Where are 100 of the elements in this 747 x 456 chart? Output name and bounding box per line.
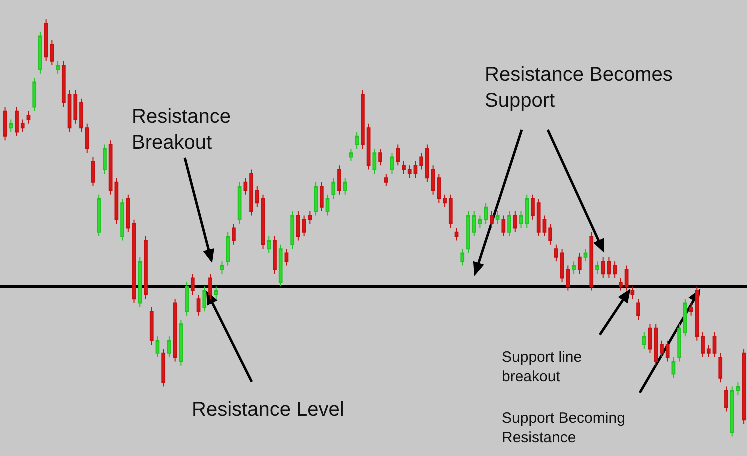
candlestick	[355, 132, 360, 150]
candlestick	[378, 148, 382, 166]
candlestick	[232, 224, 236, 246]
candlestick	[332, 178, 336, 200]
candlestick	[613, 261, 618, 279]
candlestick	[26, 110, 31, 124]
candlestick	[150, 306, 154, 346]
candlestick	[426, 144, 430, 183]
candlestick	[132, 219, 136, 304]
candlestick	[642, 332, 646, 350]
candlestick	[338, 165, 342, 196]
candlestick	[214, 286, 218, 300]
candlestick	[448, 194, 453, 229]
candlestick	[695, 286, 700, 342]
candlestick	[525, 194, 530, 229]
candlestick	[326, 194, 330, 216]
candlestick	[361, 90, 365, 150]
candlestick	[437, 173, 442, 204]
candlestick	[542, 215, 547, 238]
candlestick	[3, 106, 8, 142]
candlestick	[261, 194, 266, 250]
candlestick	[566, 265, 570, 292]
candlestick	[666, 340, 670, 362]
candlestick	[372, 148, 377, 174]
candlestick	[572, 261, 576, 275]
candlestick	[396, 144, 400, 166]
candlestick	[660, 340, 664, 358]
candlestick	[173, 298, 178, 362]
candlestick	[144, 236, 148, 300]
candlestick	[414, 160, 418, 179]
candlestick	[472, 211, 476, 238]
candlestick	[730, 386, 734, 438]
candlestick	[466, 211, 470, 254]
candlestick	[32, 78, 37, 112]
candlestick	[630, 286, 635, 300]
candlestick	[108, 140, 113, 196]
candlestick	[724, 386, 728, 412]
candlestick	[15, 106, 19, 137]
candlestick	[742, 348, 746, 425]
candlestick	[490, 211, 494, 229]
annotation: Support line breakout	[502, 349, 582, 386]
candlestick	[619, 278, 623, 292]
candlestick	[684, 298, 688, 338]
candlestick	[244, 178, 248, 196]
candlestick	[320, 182, 324, 212]
candlestick	[519, 211, 524, 229]
candlestick	[91, 156, 96, 187]
candlestick	[273, 236, 277, 275]
annotation: Resistance Level	[192, 399, 344, 421]
candlestick	[408, 165, 412, 179]
candlestick	[138, 256, 142, 308]
candlestick	[454, 228, 459, 242]
candlestick	[508, 211, 512, 238]
candlestick	[349, 148, 354, 162]
candlestick	[162, 348, 166, 388]
candlestick	[208, 274, 212, 300]
candlestick	[38, 32, 42, 74]
candlestick	[390, 152, 394, 174]
candlestick	[179, 319, 184, 366]
candlestick	[114, 178, 119, 225]
candlestick	[636, 298, 640, 320]
candlestick	[513, 211, 518, 233]
candlestick	[560, 248, 564, 283]
candlestick	[85, 123, 90, 154]
candlestick	[648, 324, 652, 354]
candlestick	[654, 324, 658, 366]
candlestick	[68, 90, 72, 133]
candlestick	[443, 194, 447, 208]
candlestick	[590, 232, 594, 292]
candlestick	[97, 194, 102, 238]
candlestick	[689, 302, 694, 316]
candlestick	[284, 248, 289, 266]
candlestick	[706, 344, 711, 358]
candlestick	[601, 256, 606, 279]
candlestick	[578, 252, 582, 275]
candlestick	[478, 215, 482, 229]
candlestick	[185, 282, 189, 316]
candlestick	[484, 202, 488, 225]
candlestick	[314, 182, 318, 216]
candlestick	[190, 274, 195, 296]
candlestick	[672, 357, 676, 379]
candlestick	[103, 144, 107, 174]
candlestick	[420, 152, 424, 170]
candlestick	[678, 324, 682, 362]
candlestick	[460, 248, 465, 266]
candlestick	[343, 178, 348, 196]
candlestick	[596, 261, 600, 275]
candlestick	[366, 123, 371, 170]
candlestick	[156, 336, 160, 358]
candlestick	[220, 261, 224, 275]
candlestick	[9, 119, 14, 133]
annotation: Support Becoming Resistance	[502, 410, 626, 446]
candlestick	[502, 215, 506, 238]
candlestick	[120, 198, 124, 242]
candlestick	[584, 248, 588, 262]
candlestick	[74, 90, 78, 124]
candlestick	[296, 211, 300, 242]
candlestick	[238, 182, 242, 225]
candlestick	[278, 244, 283, 288]
candlestick	[554, 244, 558, 262]
